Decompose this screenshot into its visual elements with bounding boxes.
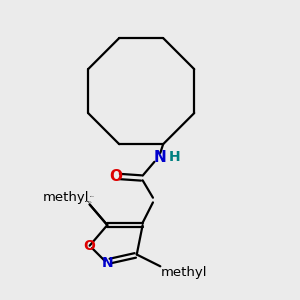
Text: N: N <box>154 150 167 165</box>
Text: methyl: methyl <box>160 266 207 279</box>
Text: methyl: methyl <box>85 201 90 202</box>
Text: N: N <box>101 256 113 270</box>
Text: H: H <box>169 150 181 164</box>
Text: methyl: methyl <box>88 202 93 203</box>
Text: methyl: methyl <box>85 201 90 202</box>
Text: O: O <box>84 239 96 253</box>
Text: methyl: methyl <box>90 196 94 197</box>
Text: methyl: methyl <box>87 200 92 202</box>
Text: O: O <box>110 169 123 184</box>
Text: methyl: methyl <box>43 191 90 205</box>
